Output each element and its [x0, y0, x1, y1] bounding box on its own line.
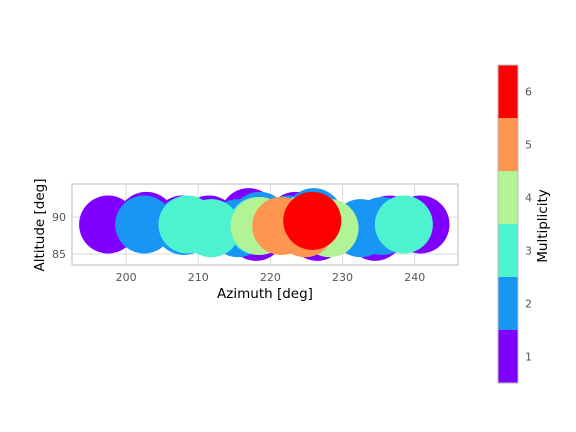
x-tick-label: 200: [116, 271, 137, 284]
y-axis-ticks: 85 90: [52, 211, 66, 261]
colorbar: [498, 65, 518, 383]
x-tick-label: 220: [260, 271, 281, 284]
x-axis-label: Azimuth [deg]: [217, 286, 313, 302]
y-tick-label: 85: [52, 248, 66, 261]
colorbar-segment: [498, 65, 518, 118]
y-tick-label: 90: [52, 211, 66, 224]
x-tick-label: 210: [188, 271, 209, 284]
colorbar-segment: [498, 118, 518, 171]
colorbar-tick-label: 4: [525, 192, 532, 205]
colorbar-tick-label: 2: [525, 298, 532, 311]
x-axis-ticks: 200 210 220 230 240: [116, 271, 426, 284]
colorbar-segment: [498, 277, 518, 330]
colorbar-frame: [497, 64, 519, 384]
colorbar-tick-label: 3: [525, 245, 532, 258]
colorbar-ticks: 1 2 3 4 5 6: [525, 86, 532, 364]
colorbar-segment: [498, 224, 518, 277]
colorbar-segment: [498, 330, 518, 383]
scatter-point: [374, 195, 433, 254]
colorbar-tick-label: 1: [525, 351, 532, 364]
x-tick-label: 230: [332, 271, 353, 284]
colorbar-tick-label: 5: [525, 139, 532, 152]
colorbar-tick-label: 6: [525, 86, 532, 99]
scatter-points: [79, 188, 450, 261]
scatter-point: [182, 199, 241, 258]
colorbar-segment: [498, 171, 518, 224]
y-axis-label: Altitude [deg]: [32, 178, 48, 271]
x-tick-label: 240: [404, 271, 425, 284]
scatter-point: [283, 191, 342, 250]
colorbar-label: Multiplicity: [535, 189, 551, 263]
